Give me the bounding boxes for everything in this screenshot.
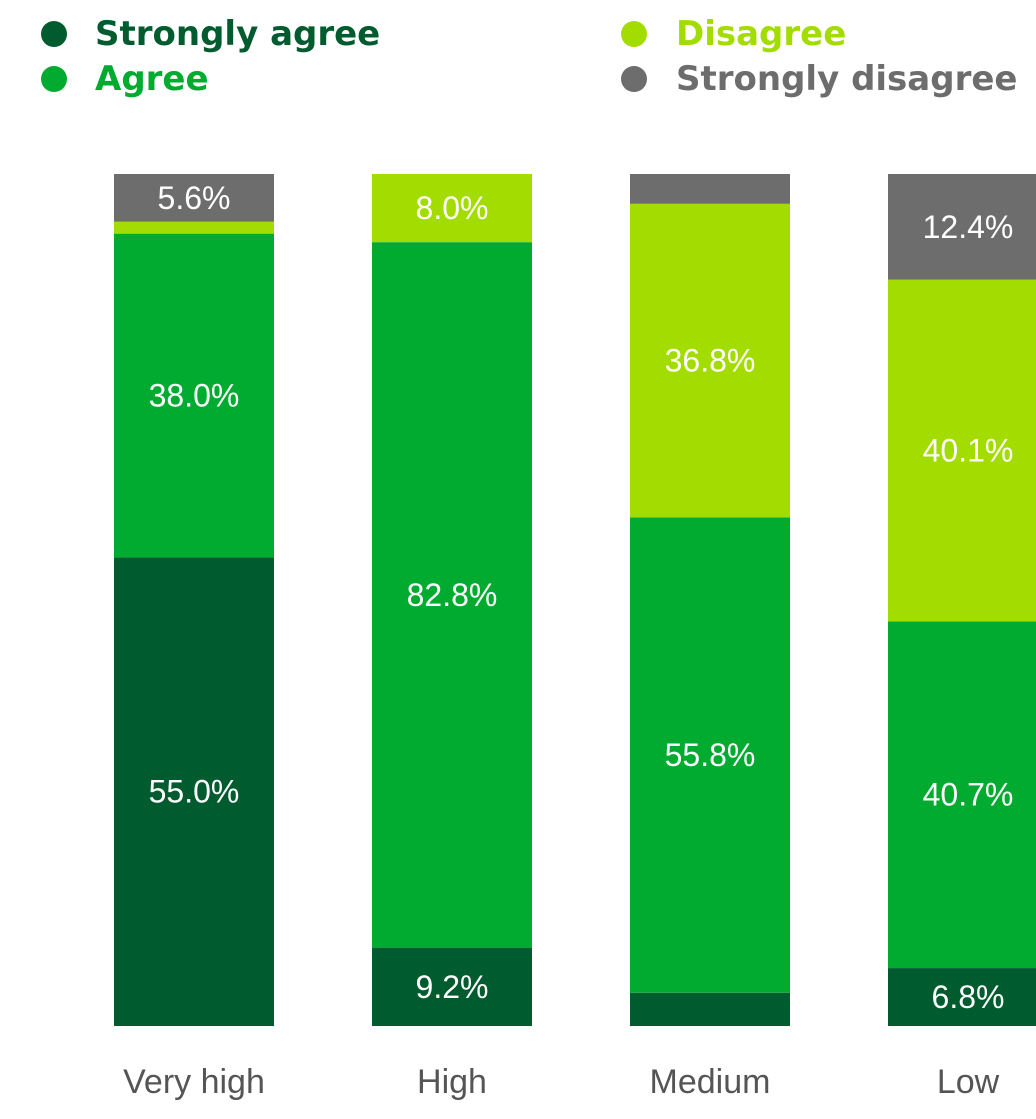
data-label-medium-agree: 55.8% [665, 737, 756, 773]
data-label-low-disagree: 40.1% [923, 432, 1014, 468]
bar-medium: 55.8% 36.8% [630, 174, 790, 1026]
data-label-high-disagree: 8.0% [416, 190, 489, 226]
segment-medium-strongly-disagree [630, 174, 790, 204]
segment-low-strongly-disagree [888, 174, 1036, 280]
data-label-high-strongly-agree: 9.2% [416, 969, 489, 1005]
bars: 55.0% 38.0% 5.6% 9.2% 82.8% 8.0% 55.8% 36.8% 6.8… [114, 174, 1036, 1026]
bar-very-high: 55.0% 38.0% 5.6% [114, 174, 274, 1026]
bar-high: 9.2% 82.8% 8.0% [372, 174, 532, 1026]
data-label-medium-disagree: 36.8% [665, 343, 756, 379]
segment-low-strongly-agree [888, 968, 1036, 1026]
data-label-low-agree: 40.7% [923, 777, 1014, 813]
segment-low-agree [888, 621, 1036, 969]
legend-label-disagree: Disagree [676, 14, 846, 54]
segment-very-high-strongly-disagree [114, 174, 274, 222]
segment-very-high-agree [114, 233, 274, 558]
segment-medium-strongly-agree [630, 992, 790, 1026]
data-label-very-high-strongly-disagree: 5.6% [158, 180, 231, 216]
category-label-low: Low [937, 1063, 1000, 1101]
segment-low-disagree [888, 279, 1036, 622]
segment-very-high-strongly-agree [114, 557, 274, 1026]
legend-marker-strongly-agree [41, 21, 67, 47]
category-label-medium: Medium [650, 1063, 771, 1101]
legend-label-strongly-disagree: Strongly disagree [676, 59, 1017, 99]
data-label-very-high-agree: 38.0% [149, 378, 240, 414]
data-label-high-agree: 82.8% [407, 577, 498, 613]
legend-marker-strongly-disagree [621, 66, 647, 92]
bar-low: 6.8% 40.7% 40.1% 12.4% [888, 174, 1036, 1026]
legend-marker-agree [41, 66, 67, 92]
category-label-high: High [417, 1063, 487, 1101]
segment-very-high-disagree [114, 221, 274, 234]
category-labels: Very high High Medium Low [123, 1063, 1000, 1101]
legend: Strongly agree Agree Disagree Strongly disa… [41, 14, 1017, 99]
category-label-very-high: Very high [123, 1063, 265, 1101]
legend-marker-disagree [621, 21, 647, 47]
segment-high-disagree [372, 174, 532, 243]
segment-high-agree [372, 242, 532, 948]
data-label-low-strongly-disagree: 12.4% [923, 209, 1014, 245]
segment-high-strongly-agree [372, 947, 532, 1026]
data-label-low-strongly-agree: 6.8% [932, 979, 1005, 1015]
legend-label-strongly-agree: Strongly agree [95, 14, 380, 54]
segment-medium-agree [630, 517, 790, 993]
legend-label-agree: Agree [95, 59, 209, 99]
data-label-very-high-strongly-agree: 55.0% [149, 774, 240, 810]
segment-medium-disagree [630, 203, 790, 518]
